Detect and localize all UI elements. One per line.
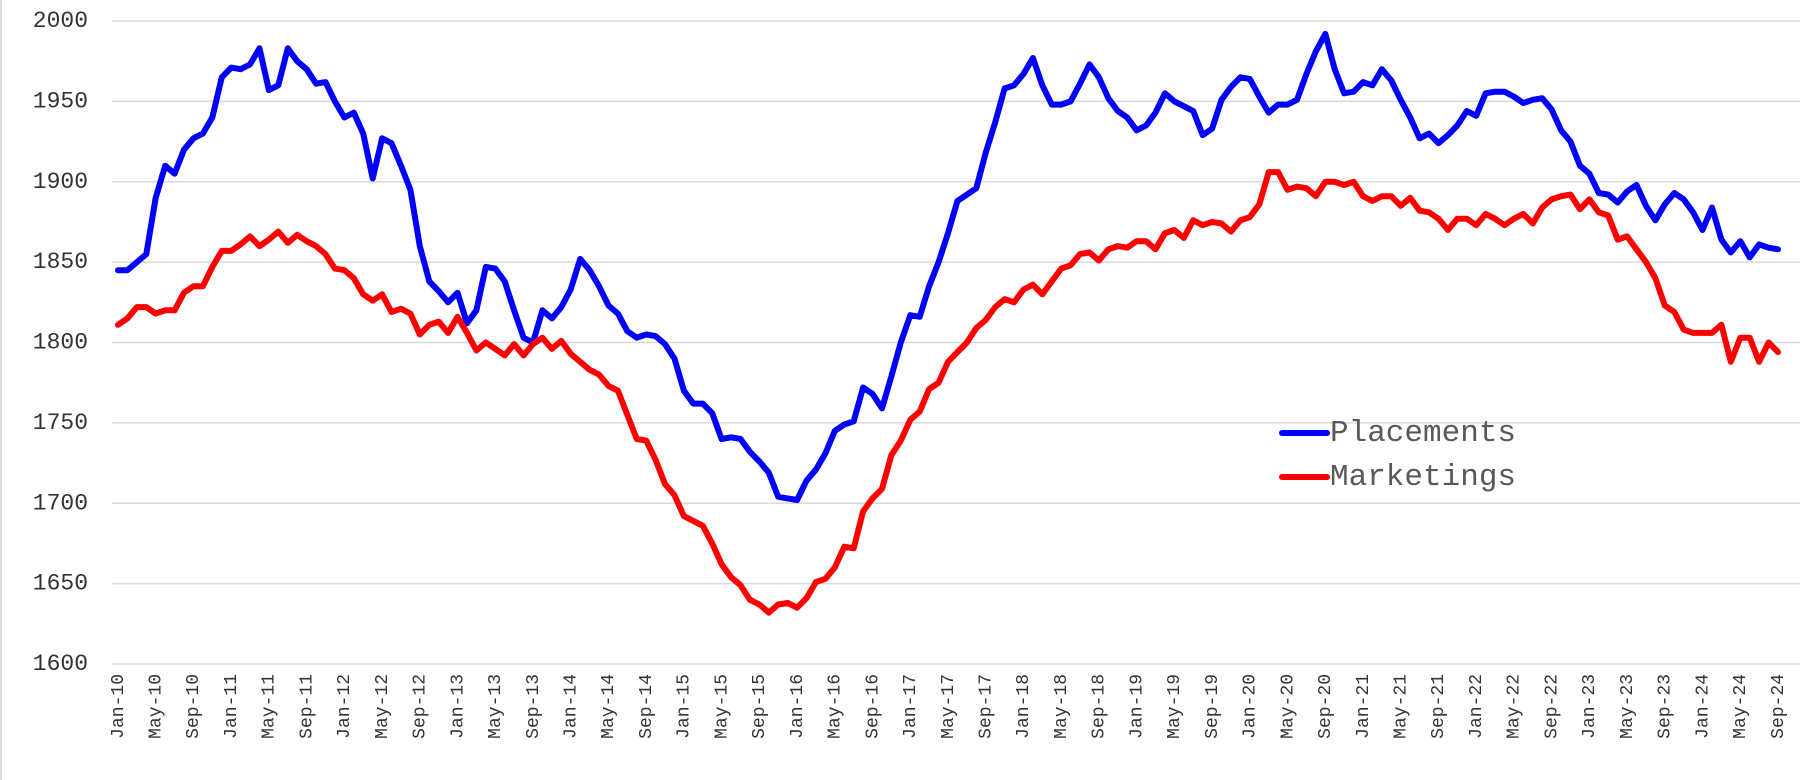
x-tick-label: Jan-10: [109, 674, 129, 739]
x-tick-label: Jan-19: [1127, 674, 1147, 739]
y-tick-label: 1950: [33, 88, 88, 114]
y-tick-label: 1600: [33, 651, 88, 677]
legend-label: Marketings: [1330, 460, 1516, 495]
x-tick-label: Jan-24: [1693, 674, 1713, 739]
x-tick-label: May-15: [712, 674, 732, 739]
y-tick-label: 1850: [33, 249, 88, 275]
x-tick-label: Jan-21: [1354, 674, 1374, 739]
x-tick-label: Jan-16: [788, 674, 808, 739]
x-tick-label: Sep-19: [1203, 674, 1223, 739]
x-tick-label: May-13: [486, 674, 506, 739]
x-tick-label: Sep-20: [1316, 674, 1336, 739]
x-tick-label: Sep-12: [411, 674, 431, 739]
y-tick-label: 1750: [33, 410, 88, 436]
x-tick-label: Sep-11: [297, 674, 317, 739]
x-tick-label: May-22: [1505, 674, 1525, 739]
x-tick-label: Sep-21: [1429, 674, 1449, 739]
x-tick-label: May-12: [373, 674, 393, 739]
x-tick-label: May-19: [1165, 674, 1185, 739]
y-tick-label: 1650: [33, 571, 88, 597]
x-tick-label: Sep-23: [1656, 674, 1676, 739]
x-tick-label: Jan-17: [901, 674, 921, 739]
x-tick-label: Sep-22: [1542, 674, 1562, 739]
x-tick-label: Jan-23: [1580, 674, 1600, 739]
x-tick-label: Jan-12: [335, 674, 355, 739]
x-tick-label: Jan-15: [675, 674, 695, 739]
line-series: [115, 30, 1781, 503]
x-tick-label: Sep-10: [184, 674, 204, 739]
x-tick-label: Sep-14: [637, 674, 657, 739]
x-tick-label: May-20: [1278, 674, 1298, 739]
x-tick-label: Jan-11: [222, 674, 242, 739]
x-tick-label: Sep-13: [524, 674, 544, 739]
x-tick-label: Jan-22: [1467, 674, 1487, 739]
line-series: [115, 169, 1781, 616]
x-tick-label: May-16: [826, 674, 846, 739]
x-tick-label: May-14: [599, 674, 619, 739]
y-tick-label: 1900: [33, 169, 88, 195]
x-tick-label: Jan-14: [561, 674, 581, 739]
x-tick-label: May-11: [260, 674, 280, 739]
x-tick-label: May-21: [1391, 674, 1411, 739]
legend-label: Placements: [1330, 416, 1516, 451]
x-tick-label: May-24: [1731, 674, 1751, 739]
x-tick-label: Sep-17: [976, 674, 996, 739]
y-tick-label: 1700: [33, 490, 88, 516]
y-tick-label: 1800: [33, 330, 88, 356]
x-tick-label: May-10: [146, 674, 166, 739]
y-tick-label: 2000: [33, 8, 88, 34]
x-tick-label: Jan-13: [448, 674, 468, 739]
x-tick-label: Sep-18: [1090, 674, 1110, 739]
x-tick-label: Sep-16: [863, 674, 883, 739]
x-tick-label: Sep-24: [1769, 674, 1789, 739]
x-tick-label: Jan-18: [1014, 674, 1034, 739]
x-tick-label: May-17: [939, 674, 959, 739]
x-tick-label: Jan-20: [1241, 674, 1261, 739]
x-tick-label: May-18: [1052, 674, 1072, 739]
x-tick-label: May-23: [1618, 674, 1638, 739]
x-tick-label: Sep-15: [750, 674, 770, 739]
